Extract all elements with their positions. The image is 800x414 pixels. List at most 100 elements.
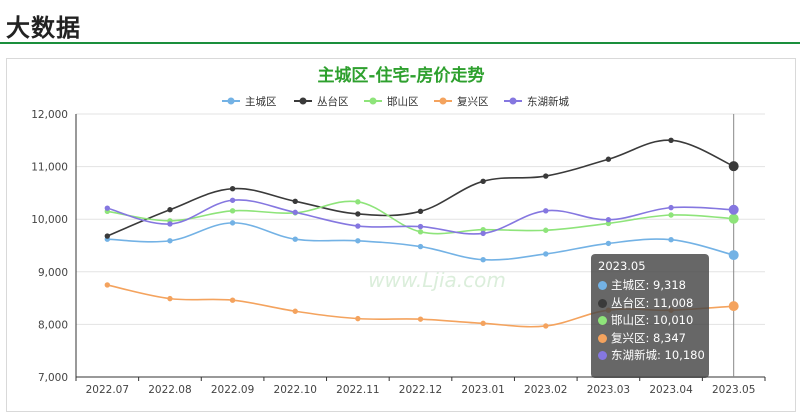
- legend[interactable]: 主城区 丛台区 邯山区 复兴区 东湖新城: [222, 95, 569, 108]
- data-point: [605, 156, 612, 162]
- tooltip-label: 邯山区: 10,010: [611, 313, 694, 327]
- tooltip-dot: [598, 351, 607, 360]
- data-point: [229, 220, 236, 226]
- x-axis: 2022.07 2022.08 2022.09 2022.10 2022.11 2022.…: [75, 376, 766, 396]
- data-point: [480, 230, 486, 237]
- data-point: [355, 199, 361, 205]
- tooltip-row: 复兴区: 8,347: [598, 330, 702, 348]
- data-point: [167, 295, 173, 302]
- legend-label: 邯山区: [387, 95, 419, 108]
- y-axis: 7,000 8,000 9,000 10,000 11,000 12,000: [31, 109, 77, 384]
- data-point: [417, 229, 424, 235]
- data-point: [417, 243, 424, 250]
- data-point: [104, 233, 111, 239]
- data-point: [668, 237, 674, 243]
- x-tick-label: 2023.03: [587, 384, 630, 396]
- data-point: [355, 315, 361, 322]
- tooltip-dot: [598, 281, 607, 290]
- chart-tooltip: 2023.05 主城区: 9,318 丛台区: 11,008 邯山区: 10,010…: [591, 254, 709, 378]
- tooltip-label: 主城区: 9,318: [611, 278, 686, 292]
- tooltip-row: 东湖新城: 10,180: [598, 347, 705, 365]
- x-tick-label: 2023.02: [524, 384, 567, 396]
- data-point: [543, 227, 549, 233]
- tooltip-dot: [598, 316, 607, 325]
- legend-item-3: 复兴区: [434, 95, 489, 108]
- data-point: [229, 185, 236, 192]
- data-point: [292, 308, 298, 314]
- data-point: [417, 223, 424, 230]
- legend-item-0: 主城区: [222, 96, 277, 108]
- data-point: [480, 178, 486, 185]
- data-point: [543, 208, 549, 214]
- data-point: [104, 205, 111, 211]
- tooltip-label: 东湖新城: 10,180: [611, 348, 705, 362]
- data-point: [668, 212, 674, 218]
- legend-item-4: 东湖新城: [504, 95, 569, 108]
- x-tick-label: 2022.07: [86, 384, 129, 396]
- data-point: [229, 297, 236, 303]
- legend-label: 主城区: [245, 96, 277, 108]
- y-tick-label: 12,000: [31, 109, 68, 121]
- data-point: [728, 161, 739, 172]
- tooltip-title: 2023.05: [598, 259, 646, 273]
- tooltip-dot: [598, 333, 607, 343]
- tooltip-row: 丛台区: 11,008: [598, 295, 702, 313]
- header-divider: [0, 42, 800, 44]
- series-2: [104, 199, 739, 235]
- y-tick-label: 11,000: [31, 162, 68, 174]
- data-point: [417, 316, 424, 322]
- data-point: [167, 207, 173, 213]
- data-point: [543, 323, 549, 329]
- data-point: [480, 320, 486, 327]
- data-point: [292, 236, 298, 242]
- series-line: [107, 139, 734, 237]
- data-point: [292, 209, 298, 216]
- data-point: [728, 250, 739, 261]
- data-point: [104, 282, 111, 288]
- x-tick-label: 2023.01: [461, 384, 504, 396]
- data-point: [728, 204, 739, 215]
- tooltip-row: 邯山区: 10,010: [598, 312, 702, 330]
- data-point: [668, 137, 674, 144]
- data-point: [605, 217, 612, 223]
- data-point: [728, 301, 739, 312]
- data-point: [292, 198, 298, 205]
- x-tick-label: 2022.09: [211, 384, 254, 396]
- x-tick-label: 2022.10: [274, 384, 317, 396]
- y-tick-label: 9,000: [38, 267, 68, 279]
- data-point: [355, 211, 361, 217]
- x-tick-label: 2022.11: [336, 384, 379, 396]
- data-point: [167, 221, 173, 227]
- legend-item-2: 邯山区: [364, 95, 419, 108]
- data-point: [728, 213, 739, 224]
- legend-item-1: 丛台区: [294, 95, 349, 108]
- x-tick-label: 2022.08: [148, 384, 191, 396]
- page-header: 大数据: [0, 0, 800, 46]
- legend-swatch-dot: [299, 97, 307, 105]
- tooltip-dot: [598, 298, 607, 308]
- series-lines[interactable]: [104, 137, 739, 329]
- data-point: [167, 238, 173, 244]
- data-point: [355, 238, 361, 244]
- y-tick-label: 8,000: [38, 319, 68, 331]
- data-point: [355, 223, 361, 229]
- legend-swatch-dot: [369, 97, 377, 105]
- legend-label: 丛台区: [317, 95, 349, 108]
- data-point: [605, 240, 612, 247]
- chart-panel: www.Ljia.com 主城区-住宅-房价走势 主城区 丛台区 邯山区 复兴区 东湖新…: [6, 58, 796, 412]
- series-1: [104, 137, 739, 239]
- y-tick-label: 10,000: [31, 214, 68, 226]
- data-point: [543, 173, 549, 179]
- legend-swatch-dot: [227, 97, 235, 105]
- y-tick-label: 7,000: [38, 372, 68, 384]
- data-point: [417, 208, 424, 215]
- tooltip-label: 复兴区: 8,347: [611, 330, 686, 345]
- line-chart[interactable]: www.Ljia.com 主城区-住宅-房价走势 主城区 丛台区 邯山区 复兴区 东湖新…: [7, 59, 795, 411]
- data-point: [480, 257, 486, 263]
- page-title: 大数据: [6, 14, 81, 42]
- x-tick-label: 2023.04: [649, 384, 693, 396]
- legend-label: 复兴区: [457, 95, 489, 108]
- x-tick-label: 2023.05: [712, 384, 755, 396]
- data-point: [229, 197, 236, 203]
- data-point: [543, 251, 549, 257]
